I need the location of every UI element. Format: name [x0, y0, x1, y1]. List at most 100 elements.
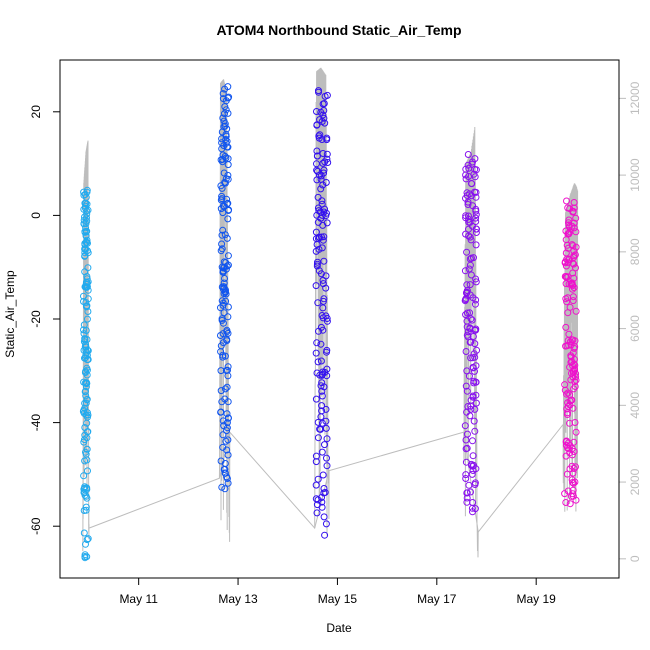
- temperature-point: [313, 152, 321, 160]
- temperature-point: [466, 281, 474, 289]
- temperature-point: [572, 214, 580, 222]
- temperature-point: [323, 435, 331, 443]
- temperature-point: [83, 214, 90, 222]
- temperature-point: [318, 448, 326, 456]
- temperature-point: [463, 387, 471, 395]
- temperature-point: [221, 469, 229, 477]
- temperature-point: [571, 251, 579, 259]
- temperature-point: [313, 509, 321, 517]
- x-axis-tick-label: May 11: [119, 592, 158, 606]
- temperature-point: [472, 275, 480, 283]
- temperature-point: [219, 114, 227, 122]
- temperature-point: [323, 91, 331, 99]
- temperature-point: [572, 428, 580, 436]
- temperature-point: [320, 100, 328, 107]
- temperature-point: [222, 437, 230, 445]
- temperature-point: [218, 184, 226, 192]
- temperature-point: [224, 436, 232, 444]
- temperature-point: [569, 479, 577, 486]
- temperature-point: [467, 271, 475, 279]
- x-axis-tick-label: May 13: [218, 592, 258, 606]
- right-axis-tick-label: 6000: [628, 315, 642, 342]
- temperature-point: [320, 169, 328, 177]
- temperature-point: [570, 284, 578, 292]
- temperature-point: [322, 417, 330, 425]
- temperature-point: [471, 340, 479, 348]
- temperature-point: [224, 414, 232, 422]
- temperature-point: [563, 390, 571, 398]
- temperature-point: [313, 166, 321, 174]
- temperature-point: [472, 399, 480, 407]
- temperature-point: [317, 357, 325, 365]
- temperature-point: [84, 346, 92, 354]
- temperature-point: [84, 239, 91, 247]
- temperature-point: [219, 155, 227, 163]
- temperature-point: [470, 461, 478, 469]
- temperature-point: [319, 150, 327, 157]
- temperature-point: [313, 121, 321, 129]
- temperature-point: [84, 249, 92, 257]
- temperature-point: [471, 481, 479, 488]
- temperature-point: [471, 155, 479, 163]
- temperature-point: [322, 424, 330, 432]
- temperature-point: [312, 349, 320, 357]
- left-axis-tick-label: -60: [29, 517, 43, 535]
- temperature-point: [319, 326, 327, 334]
- temperature-point: [565, 216, 573, 224]
- temperature-point: [463, 317, 471, 325]
- temperature-point: [564, 337, 572, 344]
- temperature-point: [323, 219, 331, 227]
- temperature-point: [217, 332, 224, 339]
- temperature-point: [219, 339, 227, 347]
- temperature-point: [462, 175, 470, 183]
- temperature-point: [571, 419, 579, 426]
- temperature-point: [312, 452, 320, 460]
- temperature-point: [83, 303, 91, 311]
- temperature-point: [83, 207, 91, 215]
- temperature-point: [463, 331, 471, 339]
- temperature-point: [564, 294, 572, 302]
- temperature-point: [224, 143, 232, 151]
- temperature-point: [318, 387, 326, 395]
- temperature-point: [323, 134, 331, 142]
- temperature-point: [224, 252, 232, 260]
- temperature-point: [467, 236, 475, 244]
- temperature-point: [469, 354, 477, 362]
- temperature-point: [570, 247, 578, 255]
- temperature-point: [314, 496, 322, 504]
- temperature-point: [218, 240, 226, 248]
- temperature-point: [561, 273, 569, 280]
- temperature-point: [320, 166, 328, 174]
- temperature-point: [467, 354, 475, 362]
- temperature-point: [319, 471, 327, 479]
- temperature-point: [221, 178, 229, 186]
- temperature-point: [462, 348, 470, 355]
- temperature-point: [464, 201, 472, 208]
- temperature-point: [323, 454, 330, 462]
- altitude-trace-flight-2: [218, 79, 231, 542]
- temperature-point: [562, 227, 570, 235]
- temperature-point: [463, 494, 471, 502]
- temperature-point: [222, 175, 230, 183]
- temperature-point: [569, 297, 577, 305]
- temperature-point: [323, 315, 331, 322]
- temperature-point: [569, 492, 577, 500]
- temperature-point: [314, 218, 322, 226]
- temperature-point: [320, 513, 328, 521]
- temperature-point: [462, 445, 470, 453]
- right-axis-tick-label: 8000: [628, 238, 642, 265]
- temperature-point: [219, 431, 227, 439]
- temperature-point: [83, 336, 91, 343]
- temperature-point: [564, 259, 572, 267]
- temperature-point: [463, 489, 471, 497]
- temperature-point: [313, 108, 320, 115]
- temperature-point: [566, 500, 574, 508]
- temperature-point: [320, 233, 328, 241]
- temperature-series: [79, 83, 580, 562]
- temperature-point: [81, 551, 89, 559]
- temperature-point: [312, 228, 320, 236]
- chart-title: ATOM4 Northbound Static_Air_Temp: [216, 22, 461, 38]
- temperature-point: [319, 304, 327, 312]
- temperature-point: [82, 392, 90, 400]
